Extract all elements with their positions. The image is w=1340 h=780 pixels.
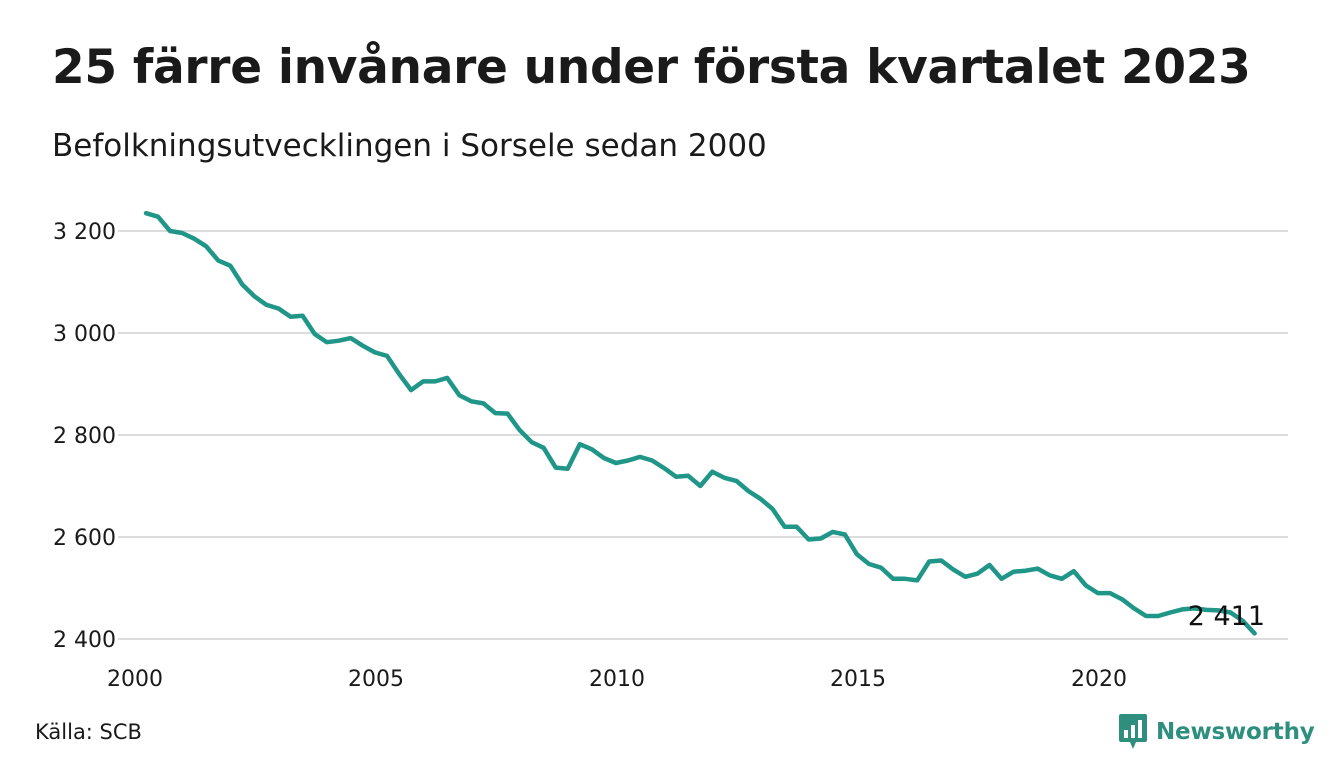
y-axis: 2 400 2 600 2 800 3 000 3 200	[53, 220, 116, 653]
y-tick-label: 2 600	[53, 526, 116, 551]
x-tick-label: 2010	[589, 667, 645, 692]
brand-name: Newsworthy	[1156, 719, 1315, 745]
x-axis: 2000 2005 2010 2015 2020	[107, 667, 1127, 692]
y-tick-label: 3 200	[53, 220, 116, 245]
x-tick-label: 2000	[107, 667, 163, 692]
x-tick-label: 2020	[1071, 667, 1127, 692]
y-tick-label: 2 800	[53, 424, 116, 449]
line-chart: 2 400 2 600 2 800 3 000 3 200 2000 2005 …	[53, 210, 1288, 692]
x-tick-label: 2015	[830, 667, 886, 692]
source-note: Källa: SCB	[35, 720, 142, 744]
x-tick-label: 2005	[348, 667, 404, 692]
y-tick-label: 2 400	[53, 628, 116, 653]
end-value-label: 2 411	[1188, 601, 1265, 632]
population-line	[143, 210, 1257, 636]
newsworthy-logo-icon	[1119, 714, 1147, 749]
chart-subtitle: Befolkningsutvecklingen i Sorsele sedan …	[52, 128, 767, 164]
brand-logo: Newsworthy	[1118, 712, 1315, 752]
chart-title: 25 färre invånare under första kvartalet…	[52, 40, 1251, 95]
y-grid	[118, 230, 1288, 640]
y-tick-label: 3 000	[53, 322, 116, 347]
